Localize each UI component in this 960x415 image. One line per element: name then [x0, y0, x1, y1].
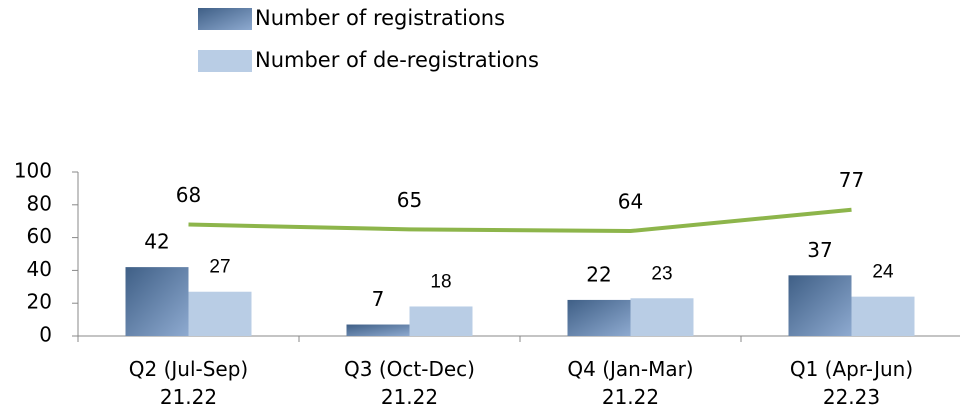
x-tick-label-line: Q4 (Jan-Mar)	[567, 357, 693, 381]
y-tick-label: 80	[27, 191, 52, 215]
data-label: 18	[430, 271, 451, 292]
y-tick-label: 40	[27, 257, 52, 281]
bar	[188, 291, 252, 336]
data-label: 42	[144, 230, 169, 254]
data-label: 37	[807, 238, 832, 262]
data-label: 64	[618, 190, 643, 214]
x-tick-label: Q2 (Jul-Sep) 21.22	[129, 357, 248, 409]
bar	[346, 324, 410, 336]
x-tick-label-line: Q3 (Oct-Dec)	[344, 357, 475, 381]
x-tick-label-line: 21.22	[602, 385, 659, 409]
data-label: 68	[176, 183, 201, 207]
y-tick-label: 0	[39, 323, 52, 347]
bar	[409, 306, 473, 336]
data-label: 23	[651, 263, 672, 284]
y-tick-label: 60	[27, 224, 52, 248]
data-label: 27	[209, 257, 230, 278]
bar	[125, 267, 189, 336]
bar	[851, 296, 915, 336]
y-tick-label: 20	[27, 290, 52, 314]
data-label: 22	[586, 262, 611, 286]
legend-swatch	[198, 50, 252, 72]
x-tick-label-line: Q1 (Apr-Jun)	[790, 357, 913, 381]
data-label: 24	[872, 262, 894, 283]
legend-label: Number of registrations	[255, 6, 505, 30]
x-tick-label-line: Q2 (Jul-Sep)	[129, 357, 248, 381]
data-label: 7	[372, 287, 385, 311]
data-label: 65	[397, 188, 422, 212]
x-tick-label-line: 22.23	[823, 385, 880, 409]
bar	[630, 298, 694, 336]
legend-swatch	[198, 8, 252, 30]
y-tick-label: 100	[14, 159, 52, 183]
bar	[567, 299, 631, 336]
line	[188, 207, 852, 234]
x-tick-label: Q4 (Jan-Mar) 21.22	[567, 357, 693, 409]
data-label: 77	[839, 168, 864, 192]
bar	[788, 275, 852, 336]
x-tick-label: Q1 (Apr-Jun) 22.23	[790, 357, 913, 409]
legend-label: Number of de-registrations	[255, 48, 539, 72]
x-tick-label-line: 21.22	[160, 385, 217, 409]
x-tick-label-line: 21.22	[381, 385, 438, 409]
x-tick-label: Q3 (Oct-Dec) 21.22	[344, 357, 475, 409]
